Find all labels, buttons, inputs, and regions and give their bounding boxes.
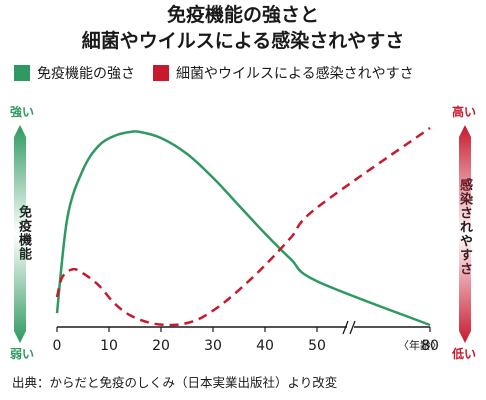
right-axis-bottom-label: 低い (452, 347, 477, 361)
left-axis-top-label: 強い (10, 105, 35, 119)
legend-label-infection: 細菌やウイルスによる感染されやすさ (176, 66, 414, 82)
axis-break-mark-2 (349, 320, 356, 335)
legend-swatch-immune (14, 65, 30, 81)
chart-title-line1: 免疫機能の強さと (166, 4, 319, 26)
right-axis-label: 感染されやすさ (457, 178, 472, 276)
x-tick-label-0: 0 (53, 338, 62, 354)
legend-label-immune: 免疫機能の強さ (37, 66, 135, 82)
source-note: 出典：からだと免疫のしくみ（日本実業出版社）より改変 (12, 375, 338, 390)
left-axis-bottom-label: 弱い (10, 347, 35, 361)
x-tick-label-20: 20 (152, 338, 170, 354)
x-tick-label-50: 50 (308, 338, 326, 354)
series-line-immune (55, 130, 431, 327)
legend-swatch-infection (153, 65, 169, 81)
left-axis-label: 免疫機能 (16, 205, 31, 261)
x-tick-label-10: 10 (100, 338, 118, 354)
axis-break-mark-1 (342, 320, 349, 335)
legend-item-immune: 免疫機能の強さ (14, 63, 135, 83)
legend-item-infection: 細菌やウイルスによる感染されやすさ (153, 63, 414, 83)
x-tick-label-80: 80 (421, 338, 439, 354)
x-tick-label-40: 40 (256, 338, 274, 354)
x-axis-unit: 〈年齢〉 (398, 338, 442, 352)
series-line-infection (55, 126, 431, 327)
legend: 免疫機能の強さ 細菌やウイルスによる感染されやすさ (14, 62, 432, 84)
x-tick-label-30: 30 (204, 338, 222, 354)
chart-title-line2: 細菌やウイルスによる感染されやすさ (81, 30, 405, 52)
right-axis-top-label: 高い (452, 105, 477, 119)
